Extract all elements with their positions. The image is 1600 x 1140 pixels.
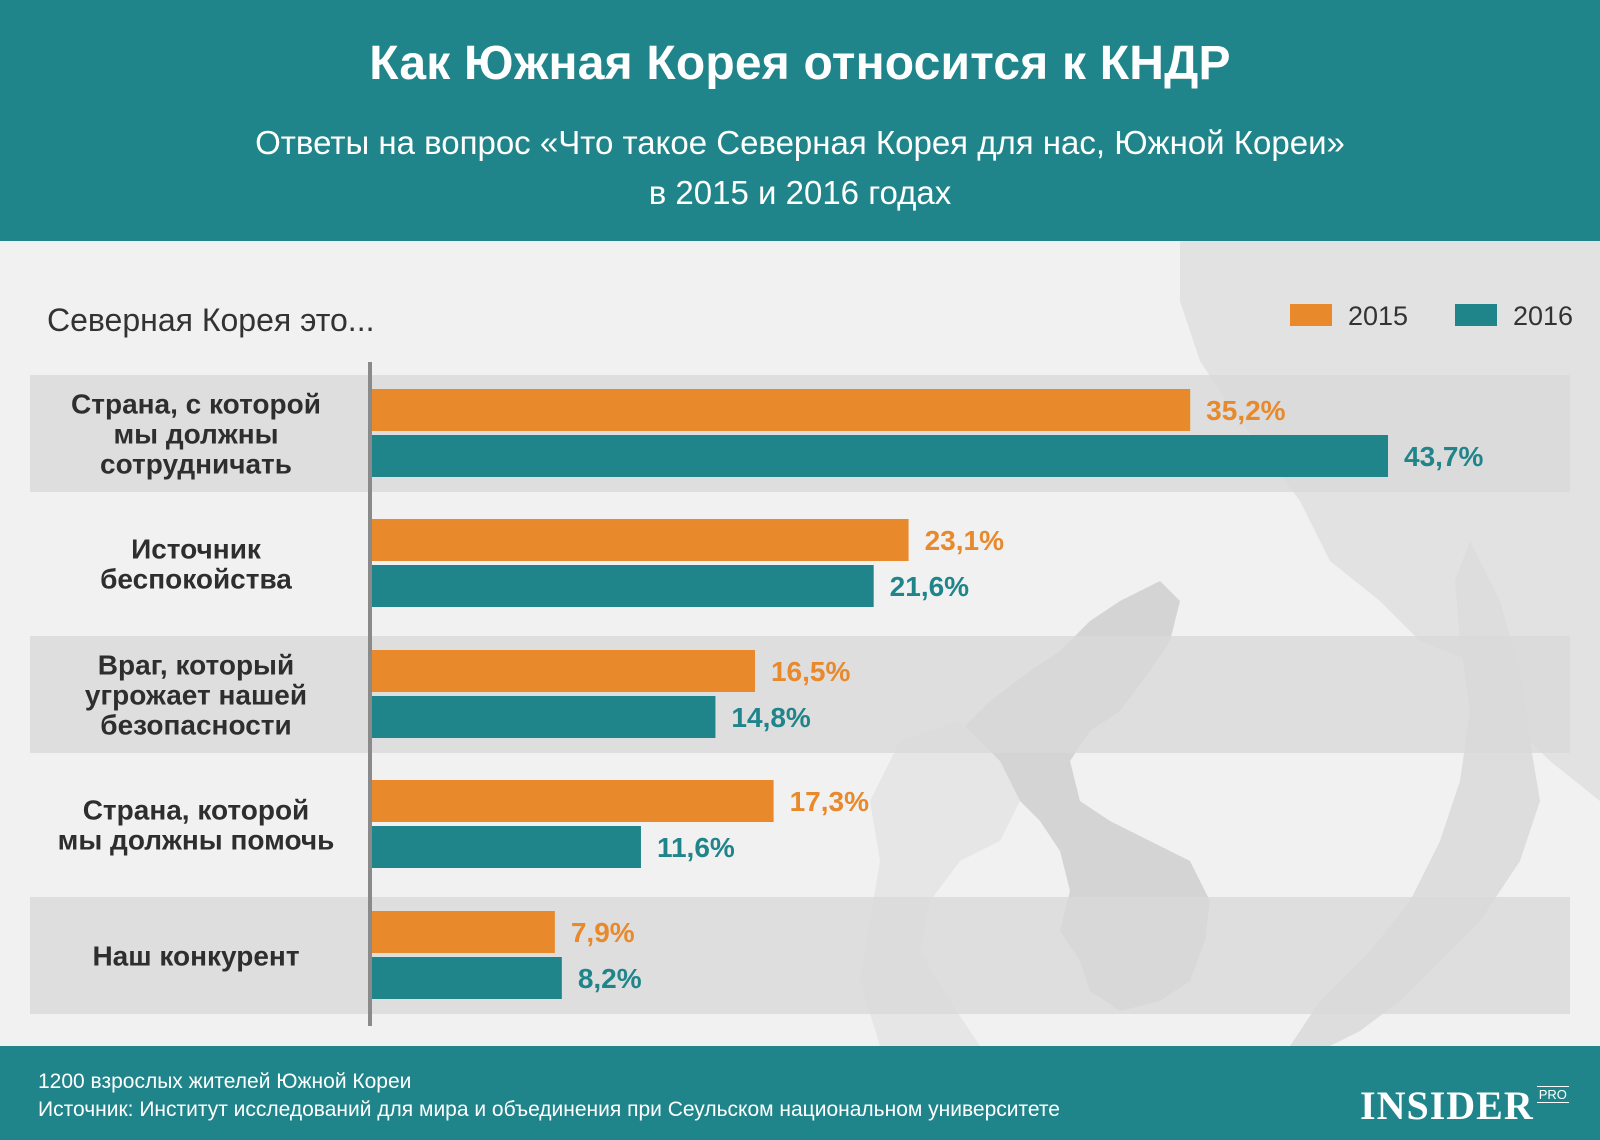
data-label-2015-1: 23,1% [925, 525, 1004, 556]
bar-2016-2 [371, 696, 716, 738]
chart-title: Как Южная Корея относится к КНДР [369, 37, 1231, 90]
category-label-0-line-2: сотрудничать [100, 449, 292, 480]
legend-swatch-2016 [1455, 304, 1497, 326]
category-label-4-line-0: Наш конкурент [92, 941, 299, 972]
data-label-2015-3: 17,3% [790, 786, 869, 817]
logo-pro-text: PRO [1536, 1086, 1569, 1103]
footer: 1200 взрослых жителей Южной Кореи Источн… [0, 1046, 1600, 1140]
bar-2016-1 [371, 565, 874, 607]
bar-2015-4 [371, 911, 555, 953]
bar-2016-3 [371, 826, 641, 868]
data-label-2016-1: 21,6% [890, 571, 969, 602]
data-label-2015-0: 35,2% [1206, 395, 1285, 426]
bar-2016-4 [371, 957, 562, 999]
logo-main-text: INSIDER [1360, 1083, 1534, 1128]
legend-swatch-2015 [1290, 304, 1332, 326]
row-band-4 [30, 897, 1570, 1014]
category-label-0-line-0: Страна, с которой [71, 389, 321, 420]
category-label-0-line-1: мы должны [113, 419, 278, 450]
category-label-3-line-0: Страна, которой [83, 795, 310, 826]
data-label-2016-2: 14,8% [731, 702, 810, 733]
chart-subtitle: Ответы на вопрос «Что такое Северная Кор… [0, 118, 1600, 218]
data-label-2015-2: 16,5% [771, 656, 850, 687]
bar-2015-3 [371, 780, 774, 822]
data-label-2016-4: 8,2% [578, 963, 642, 994]
category-label-1-line-1: беспокойства [100, 564, 292, 595]
subtitle-line-2: в 2015 и 2016 годах [648, 174, 952, 211]
header: Как Южная Корея относится к КНДР Ответы … [0, 0, 1600, 241]
chart-question-label: Северная Корея это... [47, 302, 375, 338]
category-label-2-line-2: безопасности [100, 710, 291, 741]
bar-2015-1 [371, 519, 909, 561]
legend-label-2016: 2016 [1513, 301, 1574, 331]
data-label-2016-0: 43,7% [1404, 441, 1483, 472]
sample-note: 1200 взрослых жителей Южной Кореи [38, 1070, 412, 1093]
category-label-2-line-0: Враг, который [98, 650, 294, 681]
bar-2016-0 [371, 435, 1388, 477]
data-label-2016-3: 11,6% [657, 832, 735, 863]
category-label-3-line-1: мы должны помочь [58, 825, 335, 856]
bar-2015-2 [371, 650, 755, 692]
category-label-1-line-0: Источник [131, 534, 262, 565]
legend-label-2015: 2015 [1348, 301, 1409, 331]
row-band-2 [30, 636, 1570, 753]
data-label-2015-4: 7,9% [571, 917, 635, 948]
bar-2015-0 [371, 389, 1191, 431]
subtitle-line-1: Ответы на вопрос «Что такое Северная Кор… [255, 124, 1345, 161]
insider-pro-logo: INSIDER PRO [1360, 1082, 1569, 1128]
category-label-2-line-1: угрожает нашей [85, 680, 307, 711]
source-note: Источник: Институт исследований для мира… [38, 1098, 1060, 1121]
